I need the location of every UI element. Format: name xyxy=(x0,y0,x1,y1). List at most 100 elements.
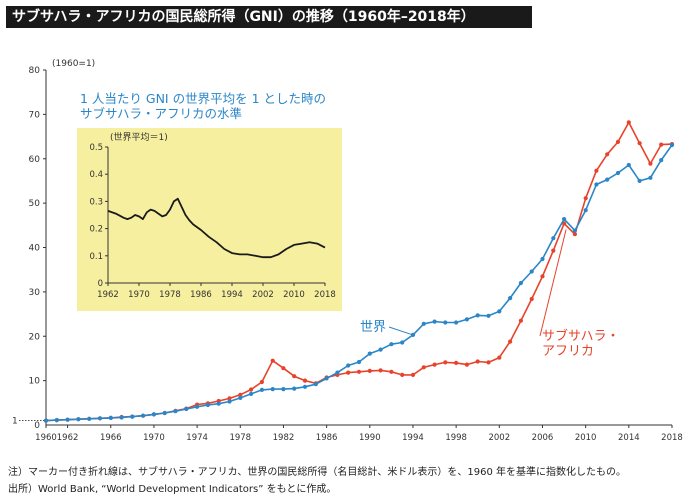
inset-y-tick-label: 0.3 xyxy=(89,197,103,207)
data-point-ssa xyxy=(443,360,448,365)
data-point-ssa xyxy=(518,318,524,323)
inset-x-tick-label: 2018 xyxy=(314,290,336,300)
data-point-world xyxy=(421,321,426,326)
data-point-world xyxy=(43,418,49,423)
data-point-world xyxy=(562,217,567,222)
x-tick-label: 1986 xyxy=(316,433,338,443)
inset-y-tick-label: 0.5 xyxy=(89,143,103,153)
data-point-world xyxy=(87,416,92,421)
y-tick-label: 50 xyxy=(29,199,41,209)
data-point-world xyxy=(216,401,221,406)
data-point-ssa xyxy=(454,360,459,365)
series-label-world: 世界 xyxy=(360,320,386,335)
data-point-ssa xyxy=(410,372,416,377)
x-tick-label: 1982 xyxy=(273,433,295,443)
data-point-world xyxy=(367,351,372,356)
data-point-world xyxy=(227,399,232,404)
inset-panel xyxy=(77,128,342,311)
data-point-world xyxy=(648,175,653,180)
series-label-ssa-line: サブサハラ・ xyxy=(542,328,619,344)
data-point-world xyxy=(540,256,545,262)
data-point-ssa xyxy=(497,355,502,360)
data-point-ssa xyxy=(464,362,469,367)
data-point-ssa xyxy=(508,339,513,344)
data-point-ssa xyxy=(572,232,578,237)
x-tick-label: 2010 xyxy=(575,433,597,443)
data-point-world xyxy=(464,317,469,322)
data-point-ssa xyxy=(400,372,405,377)
x-tick-label: 1994 xyxy=(402,433,424,443)
data-point-world xyxy=(594,182,599,187)
x-tick-label: 1966 xyxy=(100,433,122,443)
y-tick-label: 20 xyxy=(29,332,41,342)
data-point-ssa xyxy=(659,142,664,147)
data-point-world xyxy=(378,347,383,352)
x-tick-label: 1970 xyxy=(143,433,165,443)
data-point-world xyxy=(346,363,351,368)
data-point-world xyxy=(637,178,642,183)
data-point-world xyxy=(151,412,156,417)
data-point-world xyxy=(626,162,631,168)
inset-title-line: サブサハラ・アフリカの水準 xyxy=(80,106,242,121)
data-point-world xyxy=(551,236,556,241)
data-point-world xyxy=(195,404,200,409)
data-point-world xyxy=(162,410,167,416)
data-point-world xyxy=(356,359,362,365)
source-note: 出所）World Bank, “World Development Indica… xyxy=(8,484,337,495)
y-tick-label: 30 xyxy=(29,288,41,298)
x-tick-label: 2006 xyxy=(532,433,554,443)
inset-x-tick-label: 2010 xyxy=(283,290,305,300)
inset-ratio-line xyxy=(107,197,326,259)
y-zero-label: 0 xyxy=(34,421,40,431)
data-point-ssa xyxy=(249,387,254,392)
data-point-world xyxy=(454,320,459,325)
data-point-world xyxy=(497,309,502,314)
data-point-world xyxy=(65,417,70,422)
data-point-world xyxy=(486,313,491,318)
y-tick-label-1: 1 xyxy=(12,417,18,427)
data-point-ssa xyxy=(259,379,264,385)
data-point-world xyxy=(475,313,480,318)
inset-x-tick-label: 2002 xyxy=(252,290,274,300)
data-point-ssa xyxy=(356,369,362,374)
data-point-world xyxy=(529,269,534,274)
y-tick-label: 10 xyxy=(29,377,41,387)
footnote: 注）マーカー付き折れ線は、サブサハラ・アフリカ、世界の国民総所得（名目総計、米ド… xyxy=(8,467,627,478)
data-point-world xyxy=(410,332,416,337)
data-point-world xyxy=(108,415,113,420)
data-point-ssa xyxy=(475,359,480,364)
series-label-ssa-line: アフリカ xyxy=(542,344,594,359)
data-point-ssa xyxy=(378,368,383,373)
data-point-ssa xyxy=(389,369,394,374)
data-point-world xyxy=(249,391,254,396)
data-point-world xyxy=(205,402,210,408)
inset-x-tick-label: 1970 xyxy=(128,290,150,300)
data-point-ssa xyxy=(227,396,232,401)
data-point-ssa xyxy=(238,392,243,397)
data-point-world xyxy=(238,395,243,400)
data-point-ssa xyxy=(583,196,588,201)
x-tick-label: 1998 xyxy=(445,433,467,443)
data-point-ssa xyxy=(615,139,621,144)
x-tick-label: 2014 xyxy=(618,433,640,443)
data-point-world xyxy=(259,387,264,392)
y-tick-label: 60 xyxy=(29,155,41,165)
data-point-ssa xyxy=(292,374,297,379)
inset-y-tick-label: 0 xyxy=(98,279,103,289)
data-point-ssa xyxy=(486,360,491,365)
data-point-ssa xyxy=(281,366,286,371)
data-point-world xyxy=(76,417,81,422)
data-point-world xyxy=(97,416,103,421)
data-point-world xyxy=(659,158,664,163)
y-tick-label: 80 xyxy=(29,66,41,76)
inset-y-tick-label: 0.2 xyxy=(89,225,103,235)
data-point-ssa xyxy=(551,248,556,253)
data-point-world xyxy=(389,342,394,347)
x-tick-label: 1978 xyxy=(229,433,251,443)
x-tick-label: 1960 xyxy=(35,433,57,443)
series-leader-ssa xyxy=(539,229,567,337)
data-point-ssa xyxy=(540,274,545,279)
data-point-ssa xyxy=(648,161,653,166)
inset-unit-label: (世界平均＝1) xyxy=(110,131,168,143)
